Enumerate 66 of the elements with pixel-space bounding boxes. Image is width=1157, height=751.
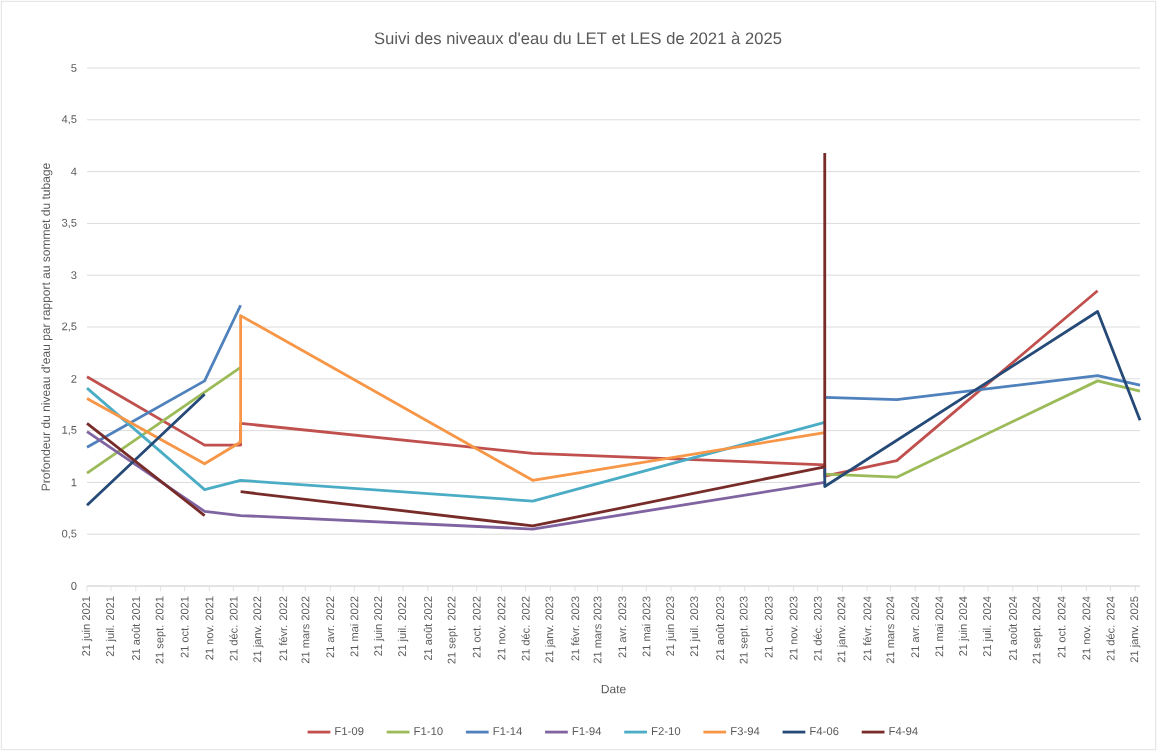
x-tick-label: 21 mai 2024 — [935, 596, 944, 657]
x-tick-label: 21 déc. 2022 — [521, 596, 530, 661]
legend-label: F1-94 — [572, 727, 602, 736]
x-tick-label: 21 sept. 2023 — [739, 596, 750, 664]
x-tick-label: 21 mai 2022 — [350, 596, 359, 657]
legend-label: F2-10 — [651, 727, 681, 736]
x-tick-label: 21 mars 2022 — [301, 596, 310, 664]
x-tick-label: 21 sept. 2021 — [155, 596, 166, 664]
y-tick-label: 1 — [71, 478, 77, 487]
y-tick-label: 3 — [71, 271, 77, 280]
legend-label: F4-94 — [889, 727, 918, 736]
x-tick-label: 21 sept. 2024 — [1032, 596, 1043, 664]
x-tick-label: 21 sept. 2022 — [447, 596, 458, 664]
x-tick-label: 21 avr. 2022 — [326, 596, 335, 658]
legend-label: F1-14 — [493, 727, 523, 735]
legend-label: F1-09 — [335, 727, 364, 736]
x-tick-label: 21 nov. 2023 — [789, 596, 798, 660]
y-axis-title: Profondeur du niveau d'eau par rapport au sommet du tubage — [41, 163, 53, 491]
x-tick-label: 21 déc. 2023 — [813, 596, 822, 661]
x-tick-label: 21 nov. 2022 — [497, 596, 506, 660]
x-tick-label: 21 août 2023 — [715, 596, 724, 661]
y-tick-label: 0 — [71, 582, 77, 590]
legend-label: F4-06 — [810, 727, 839, 736]
y-tick-label: 2 — [71, 374, 77, 383]
x-tick-label: 21 févr. 2023 — [570, 596, 580, 661]
y-tick-label: 4 — [71, 167, 77, 176]
x-tick-label: 21 juin 2021 — [81, 596, 93, 656]
y-tick-label: 5 — [71, 64, 77, 72]
x-tick-label: 21 nov. 2021 — [205, 596, 214, 660]
y-tick-label: 0,5 — [62, 529, 77, 539]
y-tick-label: 2,5 — [62, 322, 77, 332]
x-tick-label: 21 mai 2023 — [642, 596, 651, 657]
x-tick-label: 21 janv. 2024 — [837, 596, 848, 663]
x-tick-label: 21 déc. 2024 — [1106, 596, 1115, 661]
y-tick-label: 3,5 — [61, 218, 77, 228]
x-tick-label: 21 avr. 2024 — [911, 596, 920, 658]
y-tick-label: 1,5 — [62, 426, 77, 436]
x-axis-title: Date — [601, 684, 626, 694]
legend-label: F1-10 — [414, 727, 443, 736]
x-tick-label: 21 oct. 2022 — [472, 596, 481, 658]
x-tick-label: 21 janv. 2023 — [545, 596, 556, 663]
x-tick-label: 21 mars 2024 — [886, 596, 895, 664]
x-tick-label: 21 août 2021 — [131, 596, 140, 661]
x-tick-label: 21 oct. 2024 — [1057, 596, 1066, 658]
x-tick-label: 21 nov. 2024 — [1082, 596, 1091, 660]
x-tick-label: 21 juin 2022 — [373, 596, 385, 656]
chart-title: Suivi des niveaux d'eau du LET et LES de 2021 à 2025 — [374, 31, 782, 45]
x-tick-label: 21 juil. 2021 — [105, 596, 117, 657]
x-tick-label: 21 août 2022 — [423, 596, 432, 661]
y-tick-label: 4,5 — [61, 115, 77, 125]
x-tick-label: 21 févr. 2024 — [863, 596, 872, 661]
x-tick-label: 21 déc. 2021 — [229, 596, 238, 661]
x-tick-label: 21 avr. 2023 — [618, 596, 627, 658]
x-tick-label: 21 juil. 2022 — [397, 596, 409, 657]
x-tick-label: 21 juil. 2024 — [982, 596, 994, 657]
x-tick-label: 21 août 2024 — [1008, 596, 1017, 661]
legend-label: F3-94 — [731, 727, 760, 736]
x-tick-label: 21 mars 2023 — [593, 596, 602, 664]
x-tick-label: 21 juin 2023 — [665, 596, 677, 656]
x-tick-label: 21 janv. 2022 — [253, 596, 264, 663]
x-tick-label: 21 oct. 2023 — [764, 596, 773, 658]
x-tick-label: 21 févr. 2022 — [278, 596, 288, 661]
x-tick-label: 21 janv. 2025 — [1130, 596, 1141, 663]
x-tick-label: 21 juil. 2023 — [689, 596, 701, 657]
x-tick-label: 21 juin 2024 — [958, 596, 970, 656]
x-tick-label: 21 oct. 2021 — [180, 596, 189, 658]
